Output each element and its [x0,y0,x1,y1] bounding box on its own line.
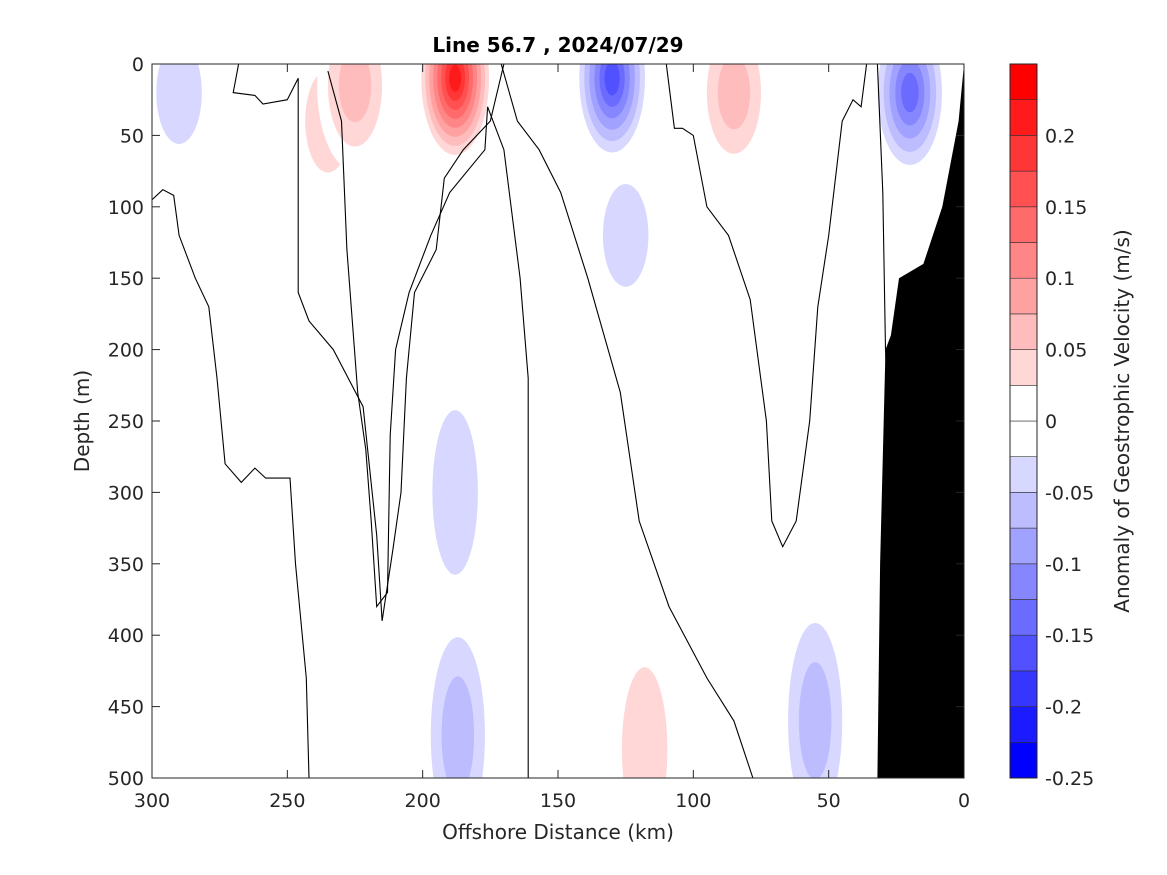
x-axis-ticks: 300 250 200 150 100 50 0 [134,64,970,812]
zero-contour-line [665,64,868,548]
colorbar-swatch [1009,349,1038,386]
colorbar-swatch [1009,456,1038,493]
anomaly-feature [606,612,683,778]
colorbar-tick-label: -0.1 [1045,554,1082,576]
colorbar-swatch [1009,63,1038,101]
colorbar-tick-label: -0.15 [1045,625,1094,647]
seafloor-land [877,64,964,778]
colorbar-swatch [1009,420,1038,458]
colorbar-swatch [1009,706,1038,743]
colorbar-label: Anomaly of Geostrophic Velocity (m/s) [1110,229,1134,612]
anomaly-feature [871,64,948,179]
colorbar-tick-label: 0 [1045,411,1057,433]
anomaly-level [449,64,462,92]
anomaly-level [216,64,293,207]
colorbar-tick-label: -0.05 [1045,482,1094,504]
anomaly-feature [419,598,496,778]
plot-area [152,64,964,778]
x-tick-label: 100 [675,790,711,812]
anomaly-level [317,498,393,773]
colorbar-swatch [1009,206,1038,243]
anomaly-feature [216,64,293,207]
colorbar-swatch [1009,170,1038,208]
y-axis-ticks: 0 50 100 150 200 250 300 350 400 450 500 [108,54,964,790]
anomaly-feature [417,355,494,630]
anomaly-feature [777,583,854,778]
y-axis-label: Depth (m) [70,370,94,472]
colorbar-frame [1009,63,1038,779]
y-tick-label: 50 [120,125,144,147]
colorbar-tick-label: 0.15 [1045,197,1087,219]
anomaly-level [338,64,372,123]
x-tick-label: 200 [405,790,441,812]
anomaly-feature [417,64,494,164]
anomaly-feature [357,149,434,322]
colorbar-swatch [1009,563,1038,600]
y-tick-label: 300 [108,482,144,504]
colorbar-swatch [1009,99,1038,136]
colorbar-swatch [1009,313,1038,350]
anomaly-feature [696,64,772,179]
anomaly-feature [574,64,651,164]
colorbar-swatch [1009,242,1038,279]
x-tick-label: 50 [817,790,841,812]
anomaly-feature [587,149,664,322]
anomaly-feature [317,64,393,172]
colorbar-swatch [1009,599,1038,636]
anomaly-level [604,64,620,96]
x-tick-label: 0 [958,790,970,812]
y-tick-label: 150 [108,268,144,290]
zero-contour-line [232,64,505,621]
x-axis-label: Offshore Distance (km) [442,820,674,844]
anomaly-level [357,149,434,322]
colorbar-tick-label: -0.25 [1045,768,1094,790]
colorbar-swatch [1009,527,1038,565]
colorbar-swatch [1009,670,1038,707]
colorbar-swatch [1009,384,1038,422]
y-tick-label: 100 [108,197,144,219]
colorbar-tick-label: 0.1 [1045,268,1075,290]
anomaly-field [152,64,948,778]
anomaly-feature [790,263,867,436]
y-tick-label: 450 [108,697,144,719]
zero-contour-line [152,189,310,778]
anomaly-level [621,667,668,778]
anomaly-level [441,676,475,778]
colorbar-swatch [1009,741,1038,779]
colorbar-swatch [1009,634,1038,672]
colorbar: 0.2 0.15 0.1 0.05 0 -0.05 -0.1 -0.15 -0.2 -0.25 [1009,63,1094,790]
colorbar-tick-label: 0.05 [1045,340,1087,362]
colorbar-tick-label: -0.2 [1045,697,1082,719]
anomaly-level [208,583,285,778]
y-tick-label: 0 [132,54,144,76]
chart-title: Line 56.7 , 2024/07/29 [432,33,683,57]
anomaly-feature [208,583,285,778]
colorbar-tick-label: 0.2 [1045,125,1075,147]
y-tick-label: 500 [108,768,144,790]
anomaly-level [602,183,649,287]
x-tick-label: 150 [540,790,576,812]
y-tick-label: 250 [108,411,144,433]
anomaly-level [156,64,202,144]
colorbar-swatch [1009,492,1038,529]
x-tick-label: 300 [134,790,170,812]
zero-contour-line [327,70,529,778]
colorbar-swatch [1009,277,1038,315]
anomaly-level [790,263,867,436]
x-tick-label: 250 [269,790,305,812]
anomaly-level [432,410,478,575]
zero-contour-line [500,64,754,778]
bathymetry-land [877,64,964,778]
anomaly-feature [317,498,393,773]
anomaly-level [717,64,751,130]
y-tick-label: 350 [108,554,144,576]
anomaly-level [901,72,919,113]
anomaly-level [798,662,832,778]
colorbar-swatch [1009,135,1038,172]
y-tick-label: 400 [108,625,144,647]
anomaly-feature [152,64,217,179]
y-tick-label: 200 [108,340,144,362]
